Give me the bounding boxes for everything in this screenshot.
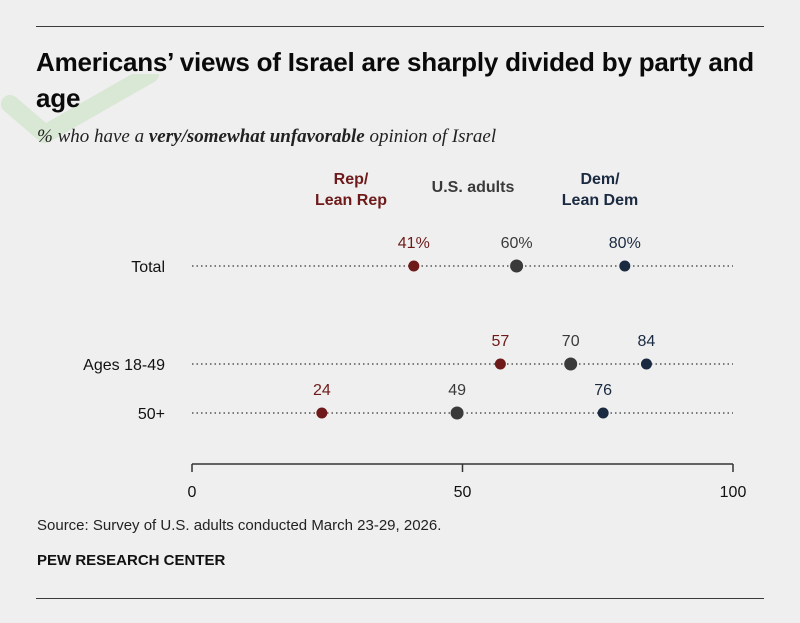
top-rule: [36, 26, 764, 27]
data-label-rep: 24: [313, 382, 331, 399]
data-label-dem: 84: [638, 333, 656, 350]
category-label: 50+: [138, 406, 165, 423]
data-dot-rep: [494, 358, 506, 370]
legend-label-dem: Dem/: [580, 171, 620, 188]
x-tick-label: 50: [454, 484, 472, 501]
legend-label-rep: Rep/: [334, 171, 369, 188]
data-label-rep: 41%: [398, 235, 430, 252]
checkmark-watermark-icon: [1, 74, 159, 143]
x-tick-label: 100: [720, 484, 747, 501]
legend-label-dem: Lean Dem: [562, 192, 638, 209]
data-dot-dem: [640, 358, 652, 370]
chart-title: Americans’ views of Israel are sharply d…: [36, 47, 754, 113]
subtitle-emphasis: very/somewhat unfavorable: [148, 126, 365, 147]
legend-label-all: U.S. adults: [432, 179, 515, 196]
category-label: Ages 18-49: [83, 357, 165, 374]
data-dot-dem: [597, 407, 609, 419]
source-note: Source: Survey of U.S. adults conducted …: [37, 517, 442, 534]
data-dot-dem: [619, 260, 631, 272]
data-dot-all: [450, 406, 464, 420]
data-label-dem: 76: [594, 382, 612, 399]
subtitle-prefix: % who have a: [37, 126, 149, 147]
data-dot-all: [564, 357, 578, 371]
x-tick-label: 0: [188, 484, 197, 501]
bottom-rule: [36, 598, 764, 599]
data-label-all: 49: [448, 382, 466, 399]
organization-credit: PEW RESEARCH CENTER: [37, 552, 226, 569]
data-dot-rep: [408, 260, 420, 272]
data-dot-all: [510, 259, 524, 273]
chart-subtitle: % who have a very/somewhat unfavorable o…: [37, 126, 496, 148]
data-label-all: 60%: [501, 235, 533, 252]
category-label: Total: [131, 259, 165, 276]
data-label-all: 70: [562, 333, 580, 350]
data-label-dem: 80%: [609, 235, 641, 252]
data-label-rep: 57: [491, 333, 509, 350]
subtitle-suffix: opinion of Israel: [364, 126, 497, 147]
legend-label-rep: Lean Rep: [315, 192, 387, 209]
data-dot-rep: [316, 407, 328, 419]
